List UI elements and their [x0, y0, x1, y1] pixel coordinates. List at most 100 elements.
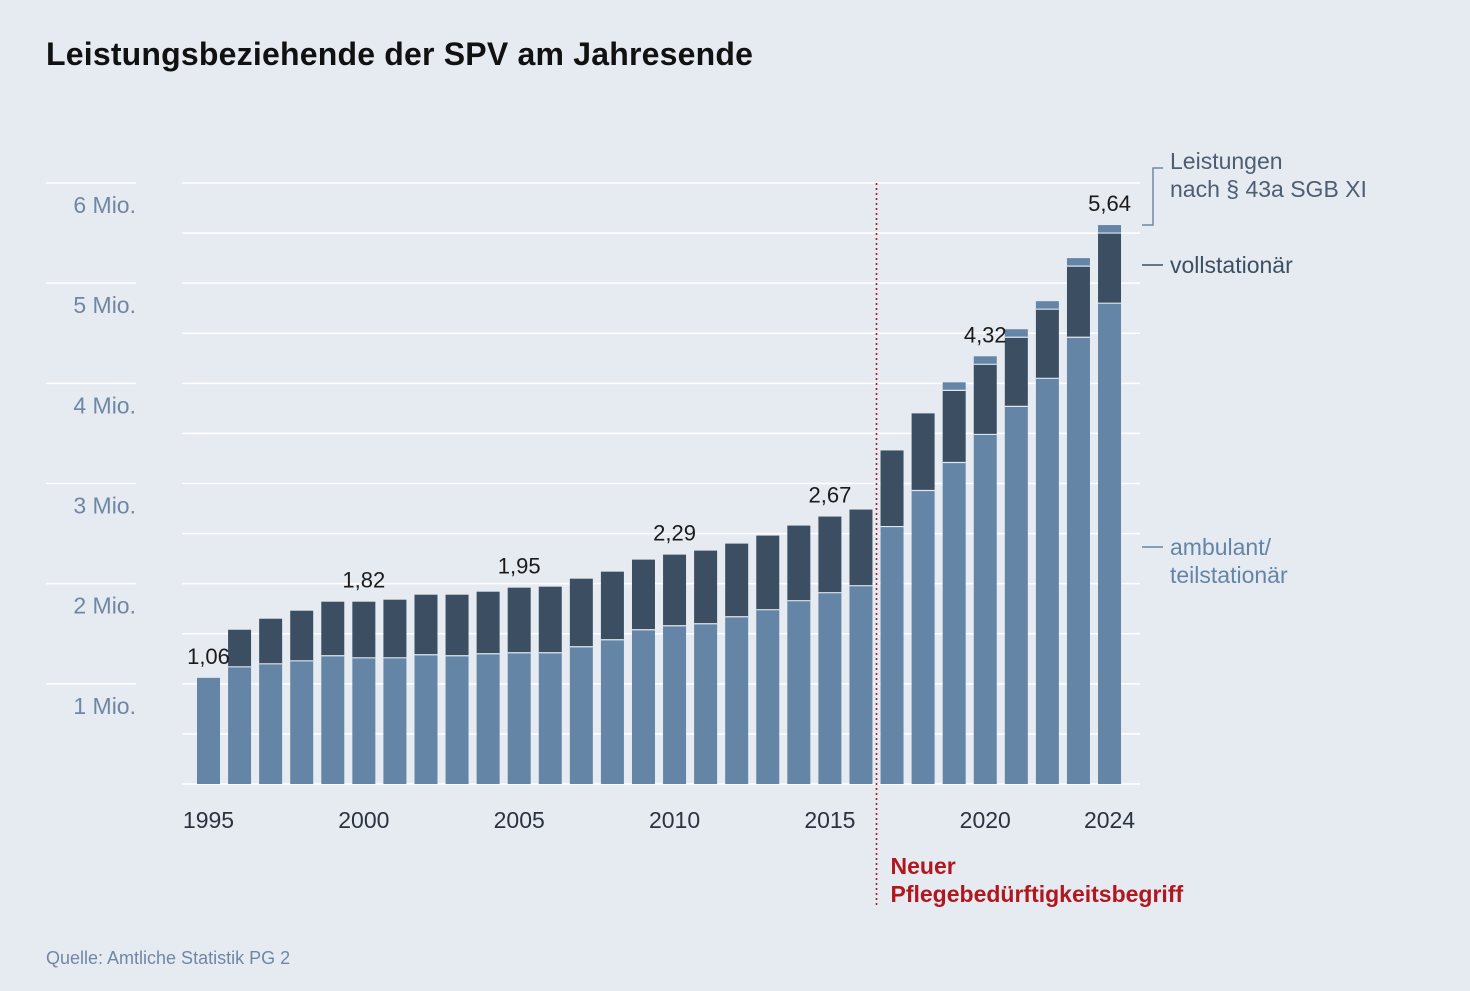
bar-segment-vollstationaer-2011 — [694, 550, 718, 624]
bar-segment-43a-2020 — [973, 356, 997, 365]
bar-segment-vollstationaer-1999 — [321, 601, 345, 656]
bar-segment-vollstationaer-2013 — [756, 535, 780, 610]
reform-annotation-text: Neuer — [891, 853, 956, 879]
bar-segment-43a-2024 — [1098, 225, 1122, 234]
bar-segment-43a-2021 — [1004, 329, 1028, 338]
bar-segment-ambulant-2004 — [476, 653, 500, 784]
value-label-2020: 4,32 — [964, 322, 1007, 347]
bars — [197, 225, 1122, 784]
legend-bracket-43a — [1142, 167, 1163, 226]
bar-segment-ambulant-2014 — [787, 600, 811, 784]
bar-segment-vollstationaer-2005 — [507, 587, 531, 653]
legend-label-vollstationaer: vollstationär — [1170, 252, 1293, 278]
bar-segment-vollstationaer-2015 — [818, 516, 842, 593]
bar-segment-vollstationaer-2006 — [538, 586, 562, 653]
bar-segment-43a-2019 — [942, 382, 966, 391]
x-tick-label-2000: 2000 — [338, 807, 389, 833]
y-tick-label: 1 Mio. — [73, 693, 136, 719]
source-note: Quelle: Amtliche Statistik PG 2 — [46, 948, 291, 968]
x-tick-label-2024: 2024 — [1084, 807, 1135, 833]
y-tick-label: 5 Mio. — [73, 292, 136, 318]
bar-segment-ambulant-2015 — [818, 592, 842, 784]
legend-label-43a: nach § 43a SGB XI — [1170, 176, 1367, 202]
bar-segment-ambulant-2024 — [1098, 303, 1122, 784]
bar-segment-vollstationaer-2017 — [880, 450, 904, 527]
bar-segment-vollstationaer-1998 — [290, 610, 314, 661]
legend-label-ambulant: ambulant/ — [1170, 534, 1272, 560]
x-axis-ticks: 1995 2000 2005 2010 2015 2020 2024 — [183, 807, 1135, 833]
bar-segment-ambulant-2017 — [880, 526, 904, 784]
bar-segment-vollstationaer-2022 — [1035, 309, 1059, 379]
value-label-2010: 2,29 — [653, 521, 696, 546]
bar-segment-ambulant-2011 — [694, 623, 718, 784]
y-tick-label: 6 Mio. — [73, 192, 136, 218]
value-labels: 1,06 1,82 1,95 2,29 2,67 4,32 5,64 — [187, 191, 1131, 669]
y-tick-label: 2 Mio. — [73, 593, 136, 619]
bar-segment-ambulant-2003 — [445, 655, 469, 784]
bar-segment-ambulant-2016 — [849, 585, 873, 784]
bar-segment-vollstationaer-2003 — [445, 594, 469, 656]
bar-segment-vollstationaer-2023 — [1066, 266, 1090, 338]
bar-segment-ambulant-2009 — [631, 629, 655, 784]
bar-segment-ambulant-2007 — [569, 646, 593, 784]
value-label-2024: 5,64 — [1088, 191, 1131, 216]
bar-segment-vollstationaer-1996 — [228, 629, 252, 667]
bar-segment-vollstationaer-2007 — [569, 578, 593, 647]
bar-segment-43a-2023 — [1066, 258, 1090, 267]
bar-segment-vollstationaer-2001 — [383, 599, 407, 658]
bar-segment-vollstationaer-2009 — [631, 559, 655, 630]
y-tick-label: 4 Mio. — [73, 392, 136, 418]
bar-segment-ambulant-1996 — [228, 666, 252, 784]
bar-segment-ambulant-2010 — [663, 625, 687, 784]
x-tick-label-2020: 2020 — [960, 807, 1011, 833]
bar-segment-ambulant-2002 — [414, 654, 438, 784]
bar-segment-ambulant-2008 — [600, 639, 624, 784]
bar-segment-ambulant-2001 — [383, 657, 407, 784]
bar-segment-vollstationaer-2016 — [849, 509, 873, 586]
bar-segment-ambulant-2006 — [538, 652, 562, 784]
x-tick-label-2005: 2005 — [494, 807, 545, 833]
x-tick-label-2015: 2015 — [804, 807, 855, 833]
bar-segment-ambulant-1995 — [197, 677, 220, 784]
bar-segment-vollstationaer-2010 — [663, 554, 687, 626]
y-tick-label: 3 Mio. — [73, 493, 136, 519]
bar-segment-ambulant-1998 — [290, 660, 314, 784]
y-axis-ticks: 1 Mio. 2 Mio. 3 Mio. 4 Mio. 5 Mio. 6 Mio. — [73, 192, 136, 719]
bar-segment-ambulant-2021 — [1004, 406, 1028, 784]
bar-segment-ambulant-2005 — [507, 652, 531, 784]
value-label-2005: 1,95 — [498, 554, 541, 579]
bar-segment-ambulant-2018 — [911, 490, 935, 784]
bar-segment-vollstationaer-2021 — [1004, 337, 1028, 407]
bar-segment-vollstationaer-2020 — [973, 364, 997, 435]
x-tick-label-2010: 2010 — [649, 807, 700, 833]
value-label-2015: 2,67 — [808, 483, 851, 508]
bar-segment-ambulant-2022 — [1035, 378, 1059, 784]
bar-segment-ambulant-2020 — [973, 434, 997, 784]
page-title: Leistungsbeziehende der SPV am Jahresend… — [46, 36, 754, 72]
bar-segment-ambulant-2019 — [942, 462, 966, 784]
legend-label-ambulant: teilstationär — [1170, 562, 1288, 588]
bar-segment-vollstationaer-2019 — [942, 390, 966, 463]
x-tick-label-1995: 1995 — [183, 807, 234, 833]
bar-segment-vollstationaer-2018 — [911, 413, 935, 491]
bar-segment-ambulant-2012 — [725, 616, 749, 784]
bar-segment-ambulant-1999 — [321, 655, 345, 784]
value-label-2000: 1,82 — [342, 568, 385, 593]
bar-segment-vollstationaer-2004 — [476, 591, 500, 654]
legend: ambulant/teilstationär vollstationär Leist… — [1142, 148, 1367, 588]
bar-segment-vollstationaer-2024 — [1098, 233, 1122, 304]
bar-segment-ambulant-2023 — [1066, 337, 1090, 784]
bar-segment-vollstationaer-2008 — [600, 571, 624, 640]
bar-segment-vollstationaer-1997 — [259, 618, 283, 664]
value-label-1995: 1,06 — [187, 644, 230, 669]
bar-segment-vollstationaer-2000 — [352, 601, 376, 658]
bar-segment-ambulant-1997 — [259, 663, 283, 784]
bar-segment-43a-2022 — [1035, 301, 1059, 310]
bar-segment-vollstationaer-2014 — [787, 525, 811, 601]
bar-segment-ambulant-2000 — [352, 657, 376, 784]
reform-annotation-text: Pflegebedürftigkeitsbegriff — [891, 881, 1184, 907]
bar-segment-vollstationaer-2002 — [414, 594, 438, 655]
legend-label-43a: Leistungen — [1170, 148, 1283, 174]
